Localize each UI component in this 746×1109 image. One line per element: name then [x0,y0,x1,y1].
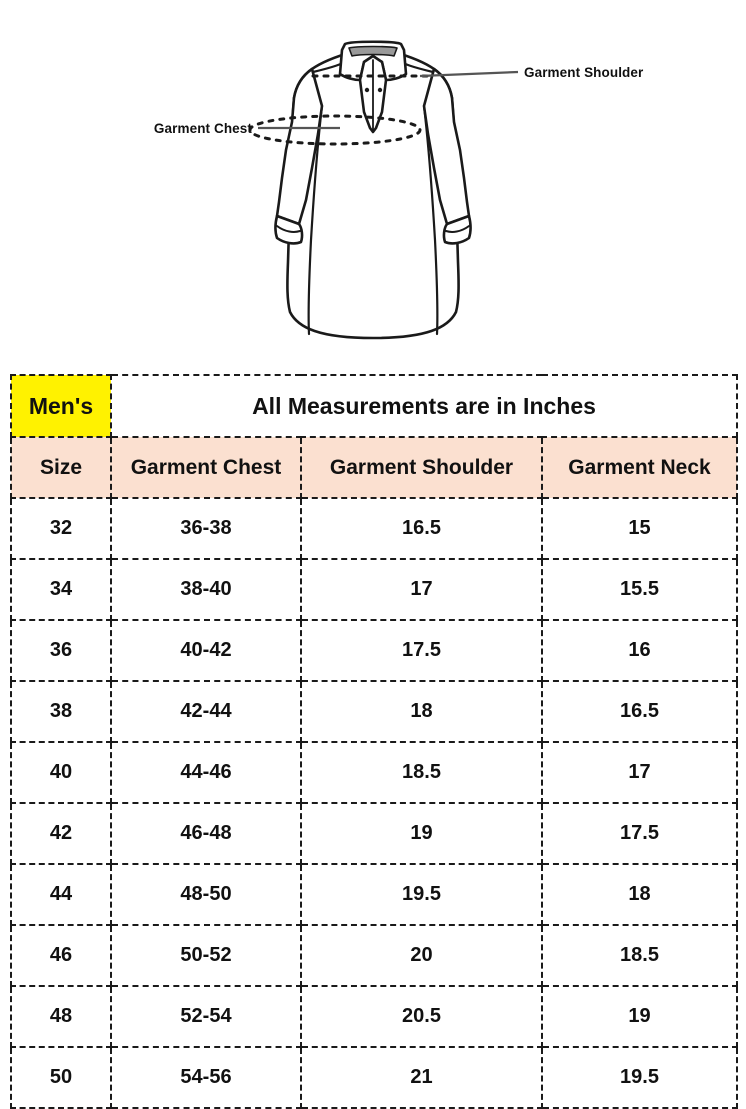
cell-shoulder: 17 [300,558,543,621]
table-row: 42 46-48 19 17.5 [10,802,738,865]
table-row: 34 38-40 17 15.5 [10,558,738,621]
column-header-garment-chest: Garment Chest [110,436,302,499]
table-title-row: Men's All Measurements are in Inches [10,374,738,438]
cell-chest: 42-44 [110,680,302,743]
table-header-row: Size Garment Chest Garment Shoulder Garm… [10,436,738,499]
cell-shoulder: 21 [300,1046,543,1109]
cell-shoulder: 17.5 [300,619,543,682]
right-sleeve [422,67,472,245]
cell-shoulder: 19 [300,802,543,865]
table-row: 50 54-56 21 19.5 [10,1046,738,1109]
cell-neck: 19 [541,985,738,1048]
cell-chest: 38-40 [110,558,302,621]
callout-label-shoulder: Garment Shoulder [524,65,644,80]
cell-shoulder: 20 [300,924,543,987]
garment-illustration: Garment Shoulder Garment Chest [0,0,746,365]
cell-chest: 54-56 [110,1046,302,1109]
cell-size: 50 [10,1046,112,1109]
cell-size: 34 [10,558,112,621]
column-header-garment-neck: Garment Neck [541,436,738,499]
cell-size: 46 [10,924,112,987]
cell-shoulder: 19.5 [300,863,543,926]
cell-size: 48 [10,985,112,1048]
measurements-unit-title: All Measurements are in Inches [110,374,738,438]
cell-neck: 17.5 [541,802,738,865]
chest-measure-ellipse [248,114,422,146]
cell-chest: 52-54 [110,985,302,1048]
table-row: 36 40-42 17.5 16 [10,619,738,682]
cell-neck: 16.5 [541,680,738,743]
cell-shoulder: 16.5 [300,497,543,560]
cell-chest: 46-48 [110,802,302,865]
cell-size: 44 [10,863,112,926]
left-sleeve [274,67,324,245]
cell-size: 40 [10,741,112,804]
placket-buttons [364,87,383,93]
size-chart-table-container: Men's All Measurements are in Inches Siz… [10,374,738,1109]
column-header-garment-shoulder: Garment Shoulder [300,436,543,499]
table-row: 40 44-46 18.5 17 [10,741,738,804]
column-header-size: Size [10,436,112,499]
table-row: 32 36-38 16.5 15 [10,497,738,560]
cell-neck: 18.5 [541,924,738,987]
cell-neck: 15.5 [541,558,738,621]
cell-shoulder: 18.5 [300,741,543,804]
cell-size: 38 [10,680,112,743]
size-chart-table: Men's All Measurements are in Inches Siz… [10,374,738,1109]
cell-size: 42 [10,802,112,865]
mandarin-collar [338,40,408,82]
armhole-seams [307,104,439,336]
cell-shoulder: 18 [300,680,543,743]
cell-chest: 44-46 [110,741,302,804]
cell-neck: 17 [541,741,738,804]
cell-chest: 50-52 [110,924,302,987]
table-row: 46 50-52 20 18.5 [10,924,738,987]
cell-size: 32 [10,497,112,560]
cell-neck: 15 [541,497,738,560]
cell-size: 36 [10,619,112,682]
table-row: 38 42-44 18 16.5 [10,680,738,743]
cell-neck: 19.5 [541,1046,738,1109]
cell-shoulder: 20.5 [300,985,543,1048]
table-row: 44 48-50 19.5 18 [10,863,738,926]
cell-chest: 40-42 [110,619,302,682]
shoulder-leader-line [419,70,519,78]
cell-chest: 36-38 [110,497,302,560]
brand-cell: Men's [10,374,112,438]
cell-neck: 18 [541,863,738,926]
table-row: 48 52-54 20.5 19 [10,985,738,1048]
callout-label-chest: Garment Chest [154,121,252,136]
cell-neck: 16 [541,619,738,682]
cell-chest: 48-50 [110,863,302,926]
